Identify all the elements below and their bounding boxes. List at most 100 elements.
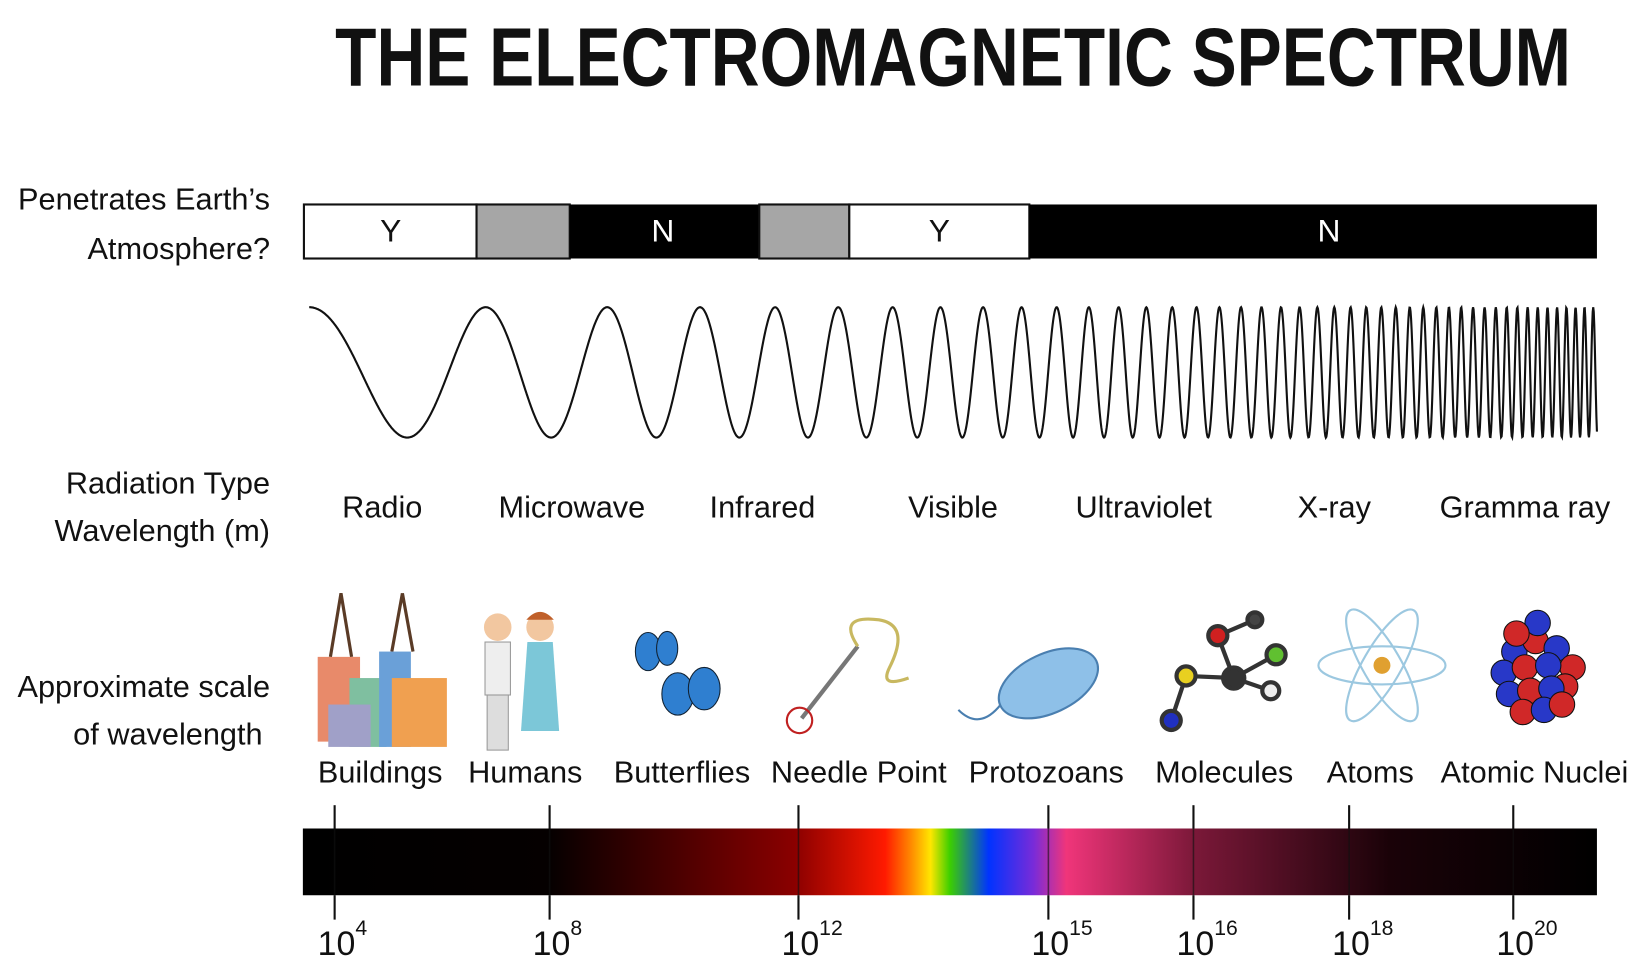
buildings-icon-part: [328, 593, 415, 658]
nucleon: [1548, 691, 1576, 718]
butterflies-icon: [634, 630, 721, 716]
molecule-icon-part: [1264, 643, 1288, 667]
row-label: Wavelength (m): [55, 513, 271, 548]
tick-label: 108: [533, 917, 582, 963]
object-label: Buildings: [318, 755, 443, 790]
butterflies-icon-part: [656, 630, 679, 666]
row-label: of wavelength: [73, 716, 262, 751]
needle-icon-part: [785, 706, 814, 735]
nucleon: [1511, 654, 1539, 681]
title: THE ELECTROMAGNETIC SPECTRUM: [335, 10, 1571, 103]
atom-icon-part: [1345, 608, 1419, 723]
object-label: Needle Point: [771, 755, 947, 790]
row-label: Atmosphere?: [87, 231, 270, 266]
atom-icon-part: [1373, 656, 1391, 674]
tick-exponent: 8: [570, 917, 582, 940]
buildings-icon: [317, 593, 447, 747]
humans-icon-part: [521, 642, 560, 732]
tick-base: 10: [533, 925, 571, 963]
segment-partial: [475, 203, 571, 260]
segment-label: Y: [929, 212, 950, 248]
segment-label: Y: [380, 212, 401, 248]
row-label: Penetrates Earth’s: [18, 181, 270, 216]
molecule-icon-part: [1206, 624, 1230, 648]
segment-transparent: [848, 203, 1031, 260]
humans-icon-part: [484, 641, 511, 696]
object-label: Humans: [468, 755, 582, 790]
tick-base: 10: [1496, 925, 1534, 963]
humans-icon-part: [486, 694, 509, 751]
tick-exponent: 18: [1370, 917, 1394, 940]
buildings-icon-part: [391, 678, 447, 747]
tick-base: 10: [318, 925, 356, 963]
tick-exponent: 16: [1214, 917, 1238, 940]
tick-label: 1020: [1496, 917, 1557, 963]
frequency-ticks: 104 108 1012 1015 1016 1018 1020: [318, 805, 1558, 963]
atmosphere-bar: Y N Y N: [302, 203, 1597, 260]
needle-icon-part: [849, 617, 910, 684]
row-label: Radiation Type: [66, 465, 270, 500]
tick-label: 1016: [1177, 917, 1238, 963]
buildings-icon-part: [328, 704, 371, 747]
molecule-icon: [1159, 610, 1288, 733]
tick-exponent: 12: [819, 917, 843, 940]
radiation-label: Infrared: [710, 490, 816, 525]
tick-label: 1015: [1031, 917, 1092, 963]
tick-base: 10: [1177, 925, 1215, 963]
humans-icon-part: [526, 611, 554, 620]
object-label: Butterflies: [614, 755, 750, 790]
atom-icon: [1317, 608, 1447, 723]
radiation-label: Visible: [908, 490, 998, 525]
wave: [309, 303, 1598, 442]
row-label: Approximate scale: [18, 669, 271, 704]
protozoan-icon: [957, 647, 1100, 721]
object-label: Atoms: [1327, 755, 1414, 790]
segment-opaque: [1029, 204, 1597, 259]
molecule-icon-part: [1245, 610, 1265, 630]
tick-label: 1018: [1332, 917, 1393, 963]
tick-label: 104: [318, 917, 368, 963]
humans-icon: [483, 611, 560, 751]
radiation-label: Ultraviolet: [1075, 490, 1212, 525]
molecule-icon-part: [1220, 665, 1247, 691]
segment-transparent: [302, 203, 478, 260]
protozoan-icon-part: [957, 703, 1002, 721]
spectrum-bar: [302, 828, 1597, 896]
tick-exponent: 4: [355, 917, 367, 940]
radiation-labels: Radio Microwave Infrared Visible Ultravi…: [342, 490, 1611, 525]
segment-opaque: [569, 204, 760, 259]
atom-icon-part: [1317, 645, 1447, 686]
radiation-label: Microwave: [498, 490, 645, 525]
nucleon: [1503, 620, 1530, 647]
radiation-label: Radio: [342, 490, 422, 525]
object-label: Protozoans: [969, 755, 1124, 790]
tick-label: 1012: [782, 917, 843, 963]
segment-label: N: [651, 212, 674, 248]
protozoan-icon-part: [997, 647, 1100, 720]
butterflies-icon-part: [687, 666, 721, 711]
needle-icon-part: [799, 644, 860, 720]
object-label: Atomic Nuclei: [1441, 755, 1629, 790]
atom-icon-part: [1345, 608, 1419, 723]
tick-base: 10: [1031, 925, 1069, 963]
tick-exponent: 20: [1534, 917, 1558, 940]
nucleon: [1524, 609, 1551, 637]
segment-partial: [758, 203, 851, 260]
radiation-label: Gramma ray: [1440, 490, 1611, 525]
nucleon: [1534, 652, 1562, 679]
nuclei-icon: [1490, 609, 1586, 726]
tick-base: 10: [782, 925, 820, 963]
molecule-icon-part: [1159, 708, 1183, 733]
humans-icon-part: [483, 613, 512, 641]
tick-base: 10: [1332, 925, 1370, 963]
object-label: Molecules: [1155, 755, 1293, 790]
needle-icon: [785, 617, 910, 735]
molecule-icon-part: [1260, 680, 1282, 702]
segment-label: N: [1318, 212, 1341, 248]
molecule-icon-part: [1174, 664, 1198, 688]
humans-icon-part: [526, 613, 554, 641]
radiation-label: X-ray: [1298, 490, 1372, 525]
tick-exponent: 15: [1069, 917, 1093, 940]
